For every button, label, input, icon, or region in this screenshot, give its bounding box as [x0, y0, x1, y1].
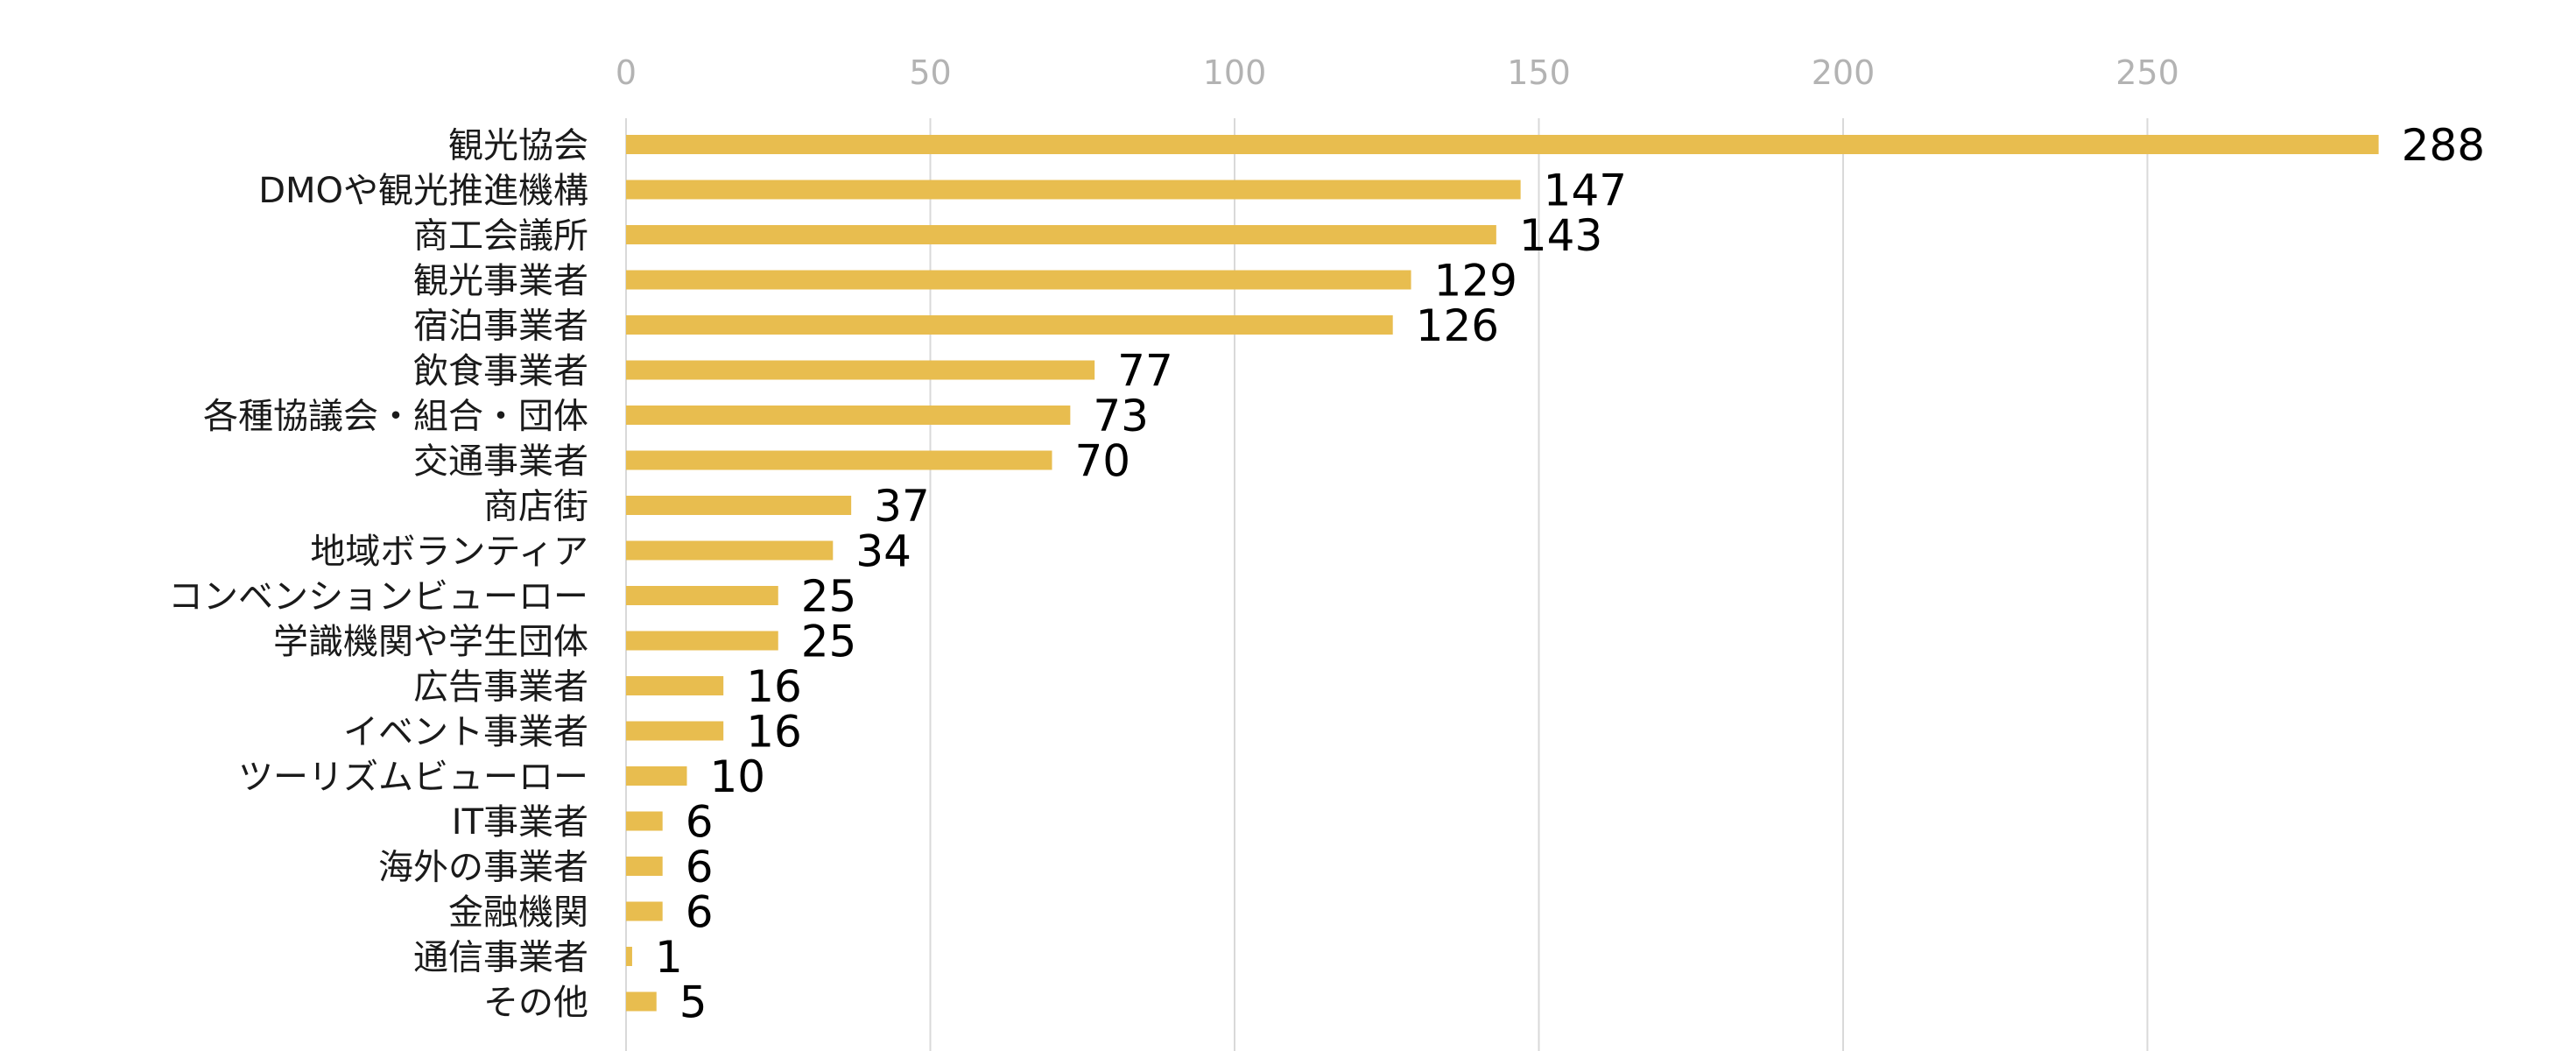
category-label: 商工会議所 — [413, 215, 588, 256]
category-label: 通信事業者 — [413, 937, 588, 977]
bar — [626, 586, 778, 605]
data-label: 16 — [746, 661, 802, 712]
category-label: DMOや観光推進機構 — [258, 171, 588, 211]
category-label: イベント事業者 — [343, 712, 588, 752]
category-label: IT事業者 — [452, 802, 588, 843]
bar — [626, 676, 724, 695]
data-label: 34 — [855, 526, 911, 577]
bar — [626, 766, 687, 786]
data-label: 129 — [1434, 256, 1517, 307]
data-label: 5 — [679, 977, 707, 1028]
x-tick-label: 100 — [1203, 53, 1267, 92]
x-axis-ticks: 0 50 100 150 200 250 — [616, 53, 2179, 92]
bar — [626, 406, 1071, 425]
data-label: 37 — [874, 481, 930, 532]
bar — [626, 315, 1393, 335]
data-label: 73 — [1093, 391, 1149, 441]
data-label: 6 — [686, 887, 714, 938]
category-label: 金融機関 — [448, 892, 588, 933]
category-labels: 観光協会 DMOや観光推進機構商工会議所観光事業者宿泊事業者飲食事業者各種協議会・… — [168, 125, 588, 1023]
bar — [626, 857, 663, 876]
category-label: 海外の事業者 — [378, 847, 588, 887]
category-label: 観光協会 — [448, 125, 588, 166]
category-label: 学識機関や学生団体 — [273, 622, 588, 662]
bar — [626, 991, 657, 1012]
bar — [626, 901, 663, 921]
data-label: 288 — [2402, 120, 2485, 171]
data-label: 10 — [710, 751, 766, 802]
category-label: 各種協議会・組合・団体 — [203, 396, 588, 436]
data-label: 77 — [1117, 346, 1173, 397]
data-label: 6 — [686, 797, 714, 848]
category-label: 宿泊事業者 — [413, 306, 588, 346]
bar — [626, 450, 1052, 470]
bars — [626, 135, 2379, 1012]
category-label: 商店街 — [483, 486, 588, 526]
bar — [626, 540, 834, 561]
x-tick-label: 200 — [1812, 53, 1876, 92]
data-label: 126 — [1416, 300, 1499, 351]
data-label: 70 — [1075, 436, 1131, 487]
bar — [626, 360, 1095, 380]
category-label: コンベンションビューロー — [168, 576, 588, 617]
data-label: 6 — [686, 842, 714, 892]
data-label: 143 — [1519, 210, 1602, 261]
category-label: ツーリズムビューロー — [238, 757, 588, 797]
data-label: 25 — [801, 571, 857, 622]
x-tick-label: 150 — [1507, 53, 1571, 92]
category-label: 交通事業者 — [413, 441, 588, 482]
bar — [626, 631, 778, 651]
bar — [626, 270, 1411, 290]
x-tick-label: 50 — [909, 53, 951, 92]
category-label: 地域ボランティア — [310, 532, 588, 572]
data-label: 25 — [801, 617, 857, 667]
category-label: その他 — [483, 983, 588, 1023]
bar — [626, 135, 2379, 154]
category-label: 観光事業者 — [413, 261, 588, 301]
x-tick-label: 250 — [2115, 53, 2179, 92]
bar — [626, 225, 1496, 244]
bar — [626, 947, 632, 966]
category-label: 飲食事業者 — [413, 351, 588, 391]
bar — [626, 811, 663, 831]
data-label: 16 — [746, 707, 802, 758]
data-label: 1 — [655, 932, 683, 983]
bar — [626, 180, 1521, 200]
data-label: 147 — [1544, 166, 1627, 216]
bar — [626, 496, 852, 515]
bar — [626, 721, 724, 741]
x-tick-label: 0 — [616, 53, 637, 92]
category-label: 広告事業者 — [413, 667, 588, 707]
